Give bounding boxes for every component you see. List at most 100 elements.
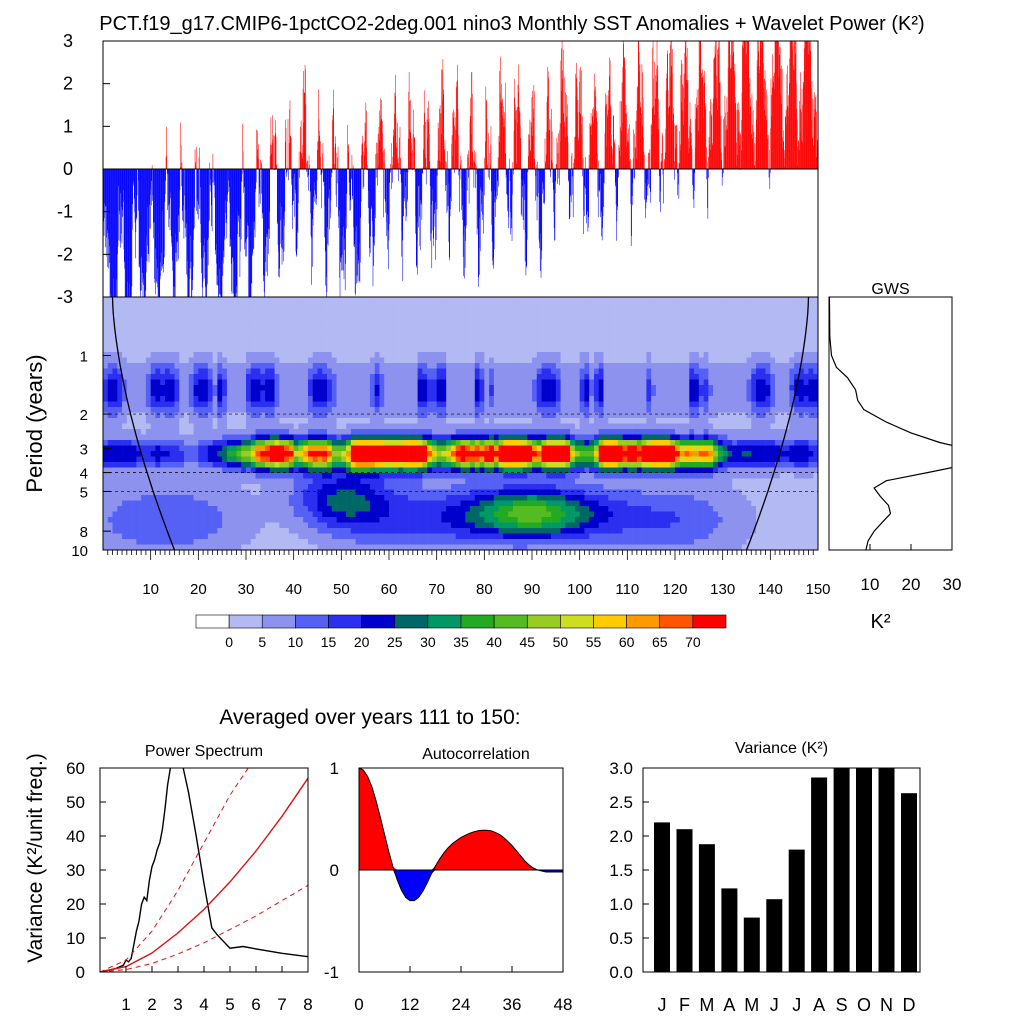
wavelet-cell xyxy=(403,434,409,441)
wavelet-cell xyxy=(303,467,309,474)
wavelet-cell xyxy=(250,324,256,331)
wavelet-cell xyxy=(327,401,333,408)
wavelet-cell xyxy=(212,346,218,353)
sst-bar xyxy=(148,169,149,255)
wavelet-cell xyxy=(341,341,347,347)
sst-bar xyxy=(814,92,815,169)
wavelet-cell xyxy=(107,335,113,342)
wavelet-cell xyxy=(422,368,428,375)
wavelet-cell xyxy=(250,500,256,507)
sst-bar xyxy=(614,139,616,169)
wavelet-cell xyxy=(327,412,333,419)
wavelet-cell xyxy=(393,385,399,391)
wavelet-cell xyxy=(155,456,161,463)
wavelet-cell xyxy=(250,489,256,496)
wavelet-cell xyxy=(379,511,385,518)
sst-bar xyxy=(595,96,597,169)
wavelet-cell xyxy=(188,357,194,364)
sst-bar xyxy=(547,96,548,169)
wavelet-cell xyxy=(160,357,166,364)
wavelet-cell xyxy=(327,324,333,331)
wavelet-cell xyxy=(117,500,123,507)
wavelet-cell xyxy=(155,484,161,490)
wavelet-cell xyxy=(231,500,237,507)
wavelet-cell xyxy=(346,500,352,507)
wavelet-cell xyxy=(212,506,218,512)
wavelet-cell xyxy=(422,445,428,452)
wavelet-cell xyxy=(174,319,180,325)
wavelet-cell xyxy=(255,489,261,496)
sst-bar xyxy=(290,136,292,169)
wavelet-cell xyxy=(346,412,352,419)
wavelet-cell xyxy=(265,500,271,507)
sst-bar xyxy=(393,129,394,169)
sst-bar xyxy=(311,169,313,220)
sst-bar xyxy=(567,104,568,169)
wavelet-cell xyxy=(298,517,304,523)
wavelet-cell xyxy=(188,533,194,540)
wavelet-cell xyxy=(260,341,266,347)
wavelet-cell xyxy=(346,374,352,380)
wavelet-cell xyxy=(355,379,361,386)
wavelet-cell xyxy=(241,423,247,430)
wavelet-cell xyxy=(327,407,333,413)
wavelet-cell xyxy=(279,473,285,479)
sst-bar xyxy=(305,69,306,169)
sst-bar xyxy=(391,165,393,169)
wavelet-cell xyxy=(408,462,414,468)
sst-bar xyxy=(436,169,437,176)
wavelet-cell xyxy=(265,374,271,380)
sst-bar xyxy=(707,169,709,219)
wavelet-cell xyxy=(379,363,385,369)
wavelet-cell xyxy=(198,341,204,347)
sst-bar xyxy=(607,114,608,169)
wavelet-cell xyxy=(141,445,147,452)
wavelet-cell xyxy=(384,357,390,364)
wavelet-cell xyxy=(269,390,275,397)
sst-bar xyxy=(300,126,301,169)
wavelet-cell xyxy=(312,385,318,391)
sst-bar xyxy=(804,41,806,169)
sst-bar xyxy=(544,138,546,169)
wavelet-cell xyxy=(198,385,204,391)
sst-bar xyxy=(132,169,133,230)
wavelet-cell xyxy=(179,462,185,468)
wavelet-cell xyxy=(222,297,228,303)
wavelet-cell xyxy=(250,335,256,342)
wavelet-cell xyxy=(198,462,204,468)
wavelet-cell xyxy=(412,308,418,314)
wavelet-cell xyxy=(427,352,433,358)
wavelet-cell xyxy=(298,489,304,496)
sst-bar xyxy=(127,169,129,297)
wavelet-cell xyxy=(179,434,185,441)
sst-bar xyxy=(451,135,453,169)
wavelet-cell xyxy=(122,429,128,435)
wavelet-cell xyxy=(107,330,113,336)
sst-bar xyxy=(462,169,463,220)
wavelet-cell xyxy=(255,484,261,490)
sst-bar xyxy=(651,135,652,169)
wavelet-cell xyxy=(265,528,271,534)
sst-bar xyxy=(324,169,326,206)
sst-bar xyxy=(602,169,604,217)
sst-bar xyxy=(468,150,469,169)
sst-bar xyxy=(761,41,762,169)
wavelet-cell xyxy=(312,506,318,512)
wavelet-cell xyxy=(298,297,304,303)
wavelet-cell xyxy=(203,473,209,479)
wavelet-cell xyxy=(403,407,409,413)
wavelet-cell xyxy=(393,528,399,534)
sst-bar xyxy=(276,164,278,169)
wavelet-cell xyxy=(398,330,404,336)
sst-bar xyxy=(582,157,584,169)
wavelet-cell xyxy=(331,385,337,391)
wavelet-cell xyxy=(393,429,399,435)
sst-bar xyxy=(249,169,251,297)
wavelet-cell xyxy=(341,352,347,358)
wavelet-cell xyxy=(350,357,356,364)
wavelet-cell xyxy=(365,539,371,545)
wavelet-cell xyxy=(107,489,113,496)
wavelet-cell xyxy=(417,528,423,534)
sst-bar xyxy=(375,169,377,178)
sst-bar xyxy=(459,169,461,180)
